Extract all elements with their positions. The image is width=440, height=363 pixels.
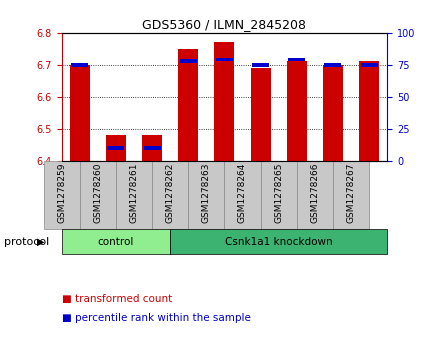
Text: GSM1278262: GSM1278262 — [165, 163, 175, 223]
Bar — [361, 63, 378, 66]
Bar — [70, 65, 90, 160]
Bar — [333, 160, 369, 229]
Bar — [142, 135, 162, 160]
Text: control: control — [98, 237, 134, 246]
Bar — [170, 229, 387, 254]
Text: GSM1278264: GSM1278264 — [238, 163, 247, 223]
Text: ▶: ▶ — [37, 237, 45, 246]
Bar — [152, 160, 188, 229]
Title: GDS5360 / ILMN_2845208: GDS5360 / ILMN_2845208 — [143, 19, 306, 32]
Bar — [80, 160, 116, 229]
Bar — [323, 65, 343, 160]
Text: ■ transformed count: ■ transformed count — [62, 294, 172, 305]
Bar — [224, 160, 260, 229]
Text: GSM1278263: GSM1278263 — [202, 163, 211, 223]
Bar — [44, 160, 80, 229]
Text: GSM1278259: GSM1278259 — [57, 163, 66, 223]
Bar — [214, 42, 235, 160]
Bar — [252, 63, 269, 66]
Text: Csnk1a1 knockdown: Csnk1a1 knockdown — [225, 237, 333, 246]
Text: GSM1278261: GSM1278261 — [129, 163, 139, 223]
Bar — [62, 229, 170, 254]
Bar — [188, 160, 224, 229]
Bar — [287, 61, 307, 160]
Bar — [288, 58, 305, 61]
Bar — [107, 146, 125, 150]
Bar — [143, 146, 161, 150]
Bar — [116, 160, 152, 229]
Text: GSM1278266: GSM1278266 — [310, 163, 319, 223]
Text: GSM1278267: GSM1278267 — [347, 163, 356, 223]
Text: protocol: protocol — [4, 237, 50, 246]
Bar — [178, 49, 198, 160]
Bar — [251, 68, 271, 160]
Bar — [359, 61, 379, 160]
Text: ■ percentile rank within the sample: ■ percentile rank within the sample — [62, 313, 250, 323]
Bar — [216, 58, 233, 61]
Bar — [260, 160, 297, 229]
Bar — [324, 63, 341, 66]
Text: GSM1278260: GSM1278260 — [93, 163, 102, 223]
Text: GSM1278265: GSM1278265 — [274, 163, 283, 223]
Bar — [106, 135, 126, 160]
Bar — [297, 160, 333, 229]
Bar — [71, 63, 88, 66]
Bar — [180, 59, 197, 63]
